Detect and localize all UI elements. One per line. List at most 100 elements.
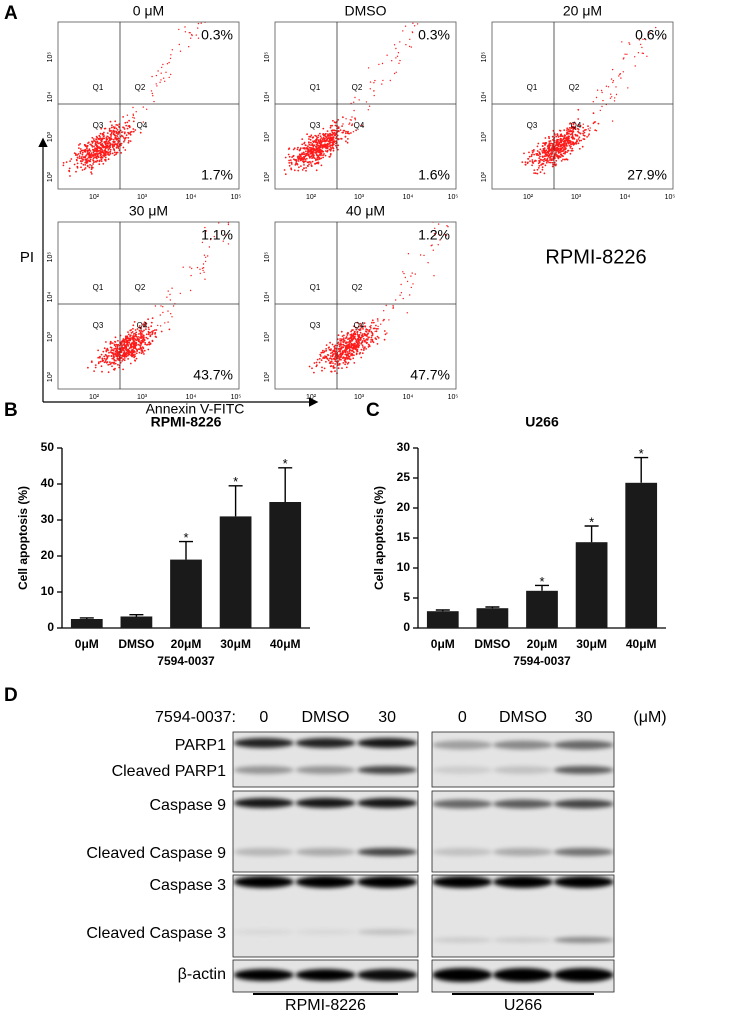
dot xyxy=(361,336,363,338)
dot xyxy=(139,352,141,354)
bar xyxy=(526,591,558,628)
dot xyxy=(113,142,115,144)
y-tick-label: 10³ xyxy=(264,131,271,142)
x-tick-label: 10² xyxy=(306,194,317,201)
dot xyxy=(354,343,356,345)
dot xyxy=(405,44,406,45)
band xyxy=(493,766,553,774)
dot xyxy=(314,163,316,165)
dot xyxy=(209,246,210,247)
dot xyxy=(626,54,627,55)
dot xyxy=(102,134,104,136)
dot xyxy=(360,357,362,359)
y-tick-label: 10⁴ xyxy=(264,292,271,303)
dot xyxy=(206,19,207,20)
cell-line-label: U266 xyxy=(504,997,542,1014)
x-axis-label: 7594-0037 xyxy=(513,654,571,668)
dot xyxy=(149,336,151,338)
dot xyxy=(101,139,103,141)
dot xyxy=(314,362,316,364)
dot xyxy=(386,55,387,56)
quadrant-label: Q1 xyxy=(310,283,321,292)
dot xyxy=(132,324,134,326)
dot xyxy=(125,339,127,341)
y-tick-label: 10⁴ xyxy=(47,292,54,303)
dot xyxy=(129,338,131,340)
dot xyxy=(573,138,575,140)
dot xyxy=(325,348,327,350)
dot xyxy=(614,97,615,98)
dot xyxy=(582,127,584,129)
dot xyxy=(93,161,95,163)
dot xyxy=(612,82,613,83)
dot xyxy=(588,128,589,129)
dot xyxy=(593,122,595,124)
dot xyxy=(131,337,133,339)
dot xyxy=(122,369,124,371)
dot xyxy=(96,137,98,139)
dot xyxy=(364,340,366,342)
dot xyxy=(160,305,161,306)
dot xyxy=(91,173,93,175)
dot xyxy=(134,117,135,118)
dot xyxy=(288,160,290,162)
blot-label: Caspase 9 xyxy=(150,797,227,814)
upper-percent: 1.2% xyxy=(418,227,450,243)
dot xyxy=(560,141,562,143)
dot xyxy=(87,165,89,167)
dot xyxy=(356,350,358,352)
dot xyxy=(111,347,113,349)
dot xyxy=(136,111,137,112)
dot xyxy=(117,364,119,366)
x-tick-label: 10³ xyxy=(354,394,365,401)
dot xyxy=(131,131,133,133)
dot xyxy=(169,294,170,295)
dot xyxy=(555,136,557,138)
dot xyxy=(455,211,456,212)
plot-title: 40 μM xyxy=(346,203,385,219)
dot xyxy=(132,352,134,354)
dot xyxy=(228,224,229,225)
dot xyxy=(98,135,100,137)
lower-percent: 27.9% xyxy=(627,167,667,183)
dot xyxy=(563,148,565,150)
dot xyxy=(615,86,616,87)
dot xyxy=(311,147,313,149)
dot xyxy=(354,336,356,338)
dot xyxy=(566,133,568,135)
dot xyxy=(643,53,644,54)
dot xyxy=(351,119,352,120)
dot xyxy=(114,134,116,136)
dot xyxy=(332,362,334,364)
dot xyxy=(155,305,156,306)
dot xyxy=(546,162,548,164)
bar xyxy=(121,616,153,628)
dot xyxy=(349,340,351,342)
dot xyxy=(552,162,554,164)
dot xyxy=(109,364,111,366)
dot xyxy=(325,136,327,138)
x-tick-label: 10² xyxy=(89,194,100,201)
dot xyxy=(539,152,541,154)
y-tick-label: 10⁵ xyxy=(264,252,271,263)
dot xyxy=(91,168,93,170)
dot xyxy=(96,148,98,150)
dot xyxy=(224,216,225,217)
x-tick-label: 0μM xyxy=(75,637,99,651)
dot xyxy=(330,352,332,354)
dot xyxy=(316,138,318,140)
band xyxy=(234,798,294,808)
dot xyxy=(91,142,93,144)
dot xyxy=(129,340,131,342)
dot xyxy=(320,143,322,145)
dot xyxy=(409,46,410,47)
dot xyxy=(556,143,558,145)
dot xyxy=(164,322,165,323)
quadrant-label: Q1 xyxy=(93,83,104,92)
dot xyxy=(368,344,370,346)
dot xyxy=(321,370,323,372)
dot xyxy=(167,310,168,311)
bar xyxy=(170,560,202,628)
dot xyxy=(369,329,371,331)
dot xyxy=(361,349,363,351)
